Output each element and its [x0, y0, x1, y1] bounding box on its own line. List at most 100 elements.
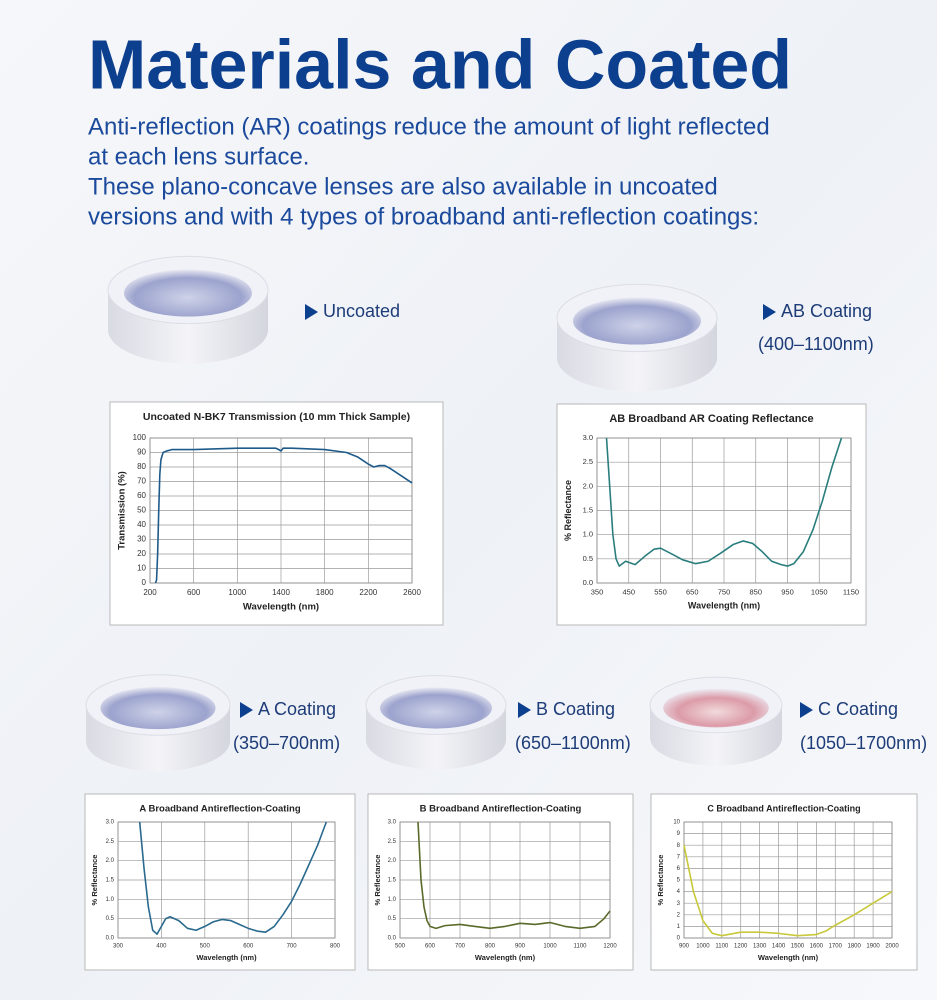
- y-axis-label: Transmission (%): [117, 471, 128, 550]
- y-tick-label: 0.5: [106, 916, 115, 922]
- data-line: [683, 845, 893, 937]
- plot-border: [149, 437, 413, 584]
- chart-title: A Broadband Antireflection-Coating: [139, 804, 301, 815]
- lens: [649, 676, 783, 766]
- lens-label: A Coating: [258, 699, 336, 719]
- arrow-icon: [518, 702, 531, 718]
- y-tick-label: 8: [677, 843, 681, 849]
- y-tick-label: 30: [137, 535, 146, 544]
- x-tick-label: 750: [718, 587, 731, 596]
- chart: AB Broadband AR Coating Reflectance 0.0 0.…: [556, 403, 867, 626]
- chart: Uncoated N-BK7 Transmission (10 mm Thick…: [109, 401, 444, 626]
- x-tick-label: 1700: [829, 944, 843, 950]
- chart: C Broadband Antireflection-Coating 0 1 2 3 4 5…: [650, 793, 918, 971]
- lens: [85, 674, 231, 772]
- x-tick-label: 600: [187, 588, 201, 597]
- x-tick-label: 1000: [696, 944, 710, 950]
- y-tick-label: 1.0: [583, 530, 593, 539]
- y-tick-label: 0.0: [583, 578, 593, 587]
- x-tick-label: 850: [749, 587, 762, 596]
- x-tick-label: 200: [143, 588, 157, 597]
- y-tick-label: 1.0: [106, 897, 115, 903]
- intro-line: Anti-reflection (AR) coatings reduce the…: [88, 113, 770, 140]
- y-tick-label: 9: [677, 831, 681, 837]
- x-tick-label: 1500: [791, 944, 805, 950]
- data-line: [138, 821, 328, 935]
- y-tick-label: 6: [677, 866, 681, 872]
- chart-title: Uncoated N-BK7 Transmission (10 mm Thick…: [143, 411, 410, 423]
- x-tick-label: 800: [485, 944, 496, 950]
- x-tick-label: 2600: [403, 588, 421, 597]
- y-tick-label: 0: [677, 936, 681, 942]
- x-tick-label: 1000: [228, 588, 246, 597]
- x-tick-label: 650: [686, 587, 699, 596]
- x-tick-label: 2000: [885, 944, 899, 950]
- chart-frame: [650, 793, 918, 971]
- arrow-icon: [305, 304, 318, 320]
- x-tick-label: 450: [622, 587, 635, 596]
- charts: Uncoated N-BK7 Transmission (10 mm Thick…: [84, 401, 918, 971]
- chart: A Broadband Antireflection-Coating 0.0 0.5…: [84, 793, 356, 971]
- y-tick-label: 5: [677, 878, 681, 884]
- x-tick-label: 1200: [734, 944, 748, 950]
- y-tick-label: 2.5: [583, 457, 593, 466]
- x-tick-label: 1600: [810, 944, 824, 950]
- x-tick-label: 1400: [772, 944, 786, 950]
- y-tick-label: 0: [142, 578, 147, 587]
- x-tick-label: 800: [330, 944, 341, 950]
- x-tick-label: 700: [287, 944, 298, 950]
- data-line: [417, 821, 611, 930]
- y-tick-label: 2.0: [388, 858, 397, 864]
- x-tick-label: 950: [781, 587, 794, 596]
- y-axis-label: % Reflectance: [373, 855, 382, 906]
- y-tick-label: 0.0: [106, 936, 115, 942]
- chart: B Broadband Antireflection-Coating 0.0 0.5…: [367, 793, 634, 971]
- y-axis-label: % Reflectance: [90, 855, 99, 906]
- y-tick-label: 1.0: [388, 897, 397, 903]
- lens-label: Uncoated: [323, 301, 400, 321]
- lens-range: (400–1100nm): [758, 334, 874, 354]
- plot-border: [399, 821, 611, 939]
- y-tick-label: 1.5: [388, 878, 397, 884]
- y-tick-label: 0.5: [583, 554, 593, 563]
- x-tick-label: 600: [425, 944, 436, 950]
- arrow-icon: [800, 702, 813, 718]
- data-line: [605, 437, 843, 567]
- y-tick-label: 10: [137, 564, 146, 573]
- x-tick-label: 900: [515, 944, 526, 950]
- y-tick-label: 2.5: [106, 839, 115, 845]
- x-tick-label: 1050: [811, 587, 828, 596]
- y-tick-label: 70: [137, 477, 146, 486]
- y-tick-label: 7: [677, 854, 681, 860]
- x-axis-label: Wavelength (nm): [243, 602, 319, 613]
- y-tick-label: 40: [137, 520, 146, 529]
- lens-range: (1050–1700nm): [800, 733, 927, 753]
- y-tick-label: 1.5: [583, 505, 593, 514]
- lens-concave: [100, 686, 216, 730]
- x-tick-label: 1900: [866, 944, 880, 950]
- x-tick-label: 1000: [543, 944, 557, 950]
- chart-title: B Broadband Antireflection-Coating: [420, 804, 582, 815]
- plot-border: [683, 821, 893, 939]
- y-tick-label: 2: [677, 912, 681, 918]
- y-tick-label: 3.0: [583, 433, 593, 442]
- chart-title: C Broadband Antireflection-Coating: [707, 803, 860, 813]
- y-tick-label: 3.0: [106, 820, 115, 826]
- y-tick-label: 2.5: [388, 839, 397, 845]
- y-tick-label: 4: [677, 889, 681, 895]
- y-tick-label: 100: [133, 433, 147, 442]
- lens-range: (350–700nm): [233, 733, 340, 753]
- x-tick-label: 2200: [359, 588, 377, 597]
- intro-line: These plano-concave lenses are also avai…: [88, 173, 718, 200]
- x-tick-label: 500: [200, 944, 211, 950]
- chart-frame: [109, 401, 444, 626]
- y-tick-label: 3.0: [388, 820, 397, 826]
- chart-frame: [84, 793, 356, 971]
- x-axis-label: Wavelength (nm): [758, 953, 819, 962]
- y-tick-label: 20: [137, 549, 146, 558]
- x-tick-label: 700: [455, 944, 466, 950]
- x-tick-label: 1300: [753, 944, 767, 950]
- y-tick-label: 0.0: [388, 936, 397, 942]
- y-axis-label: % Reflectance: [563, 480, 573, 541]
